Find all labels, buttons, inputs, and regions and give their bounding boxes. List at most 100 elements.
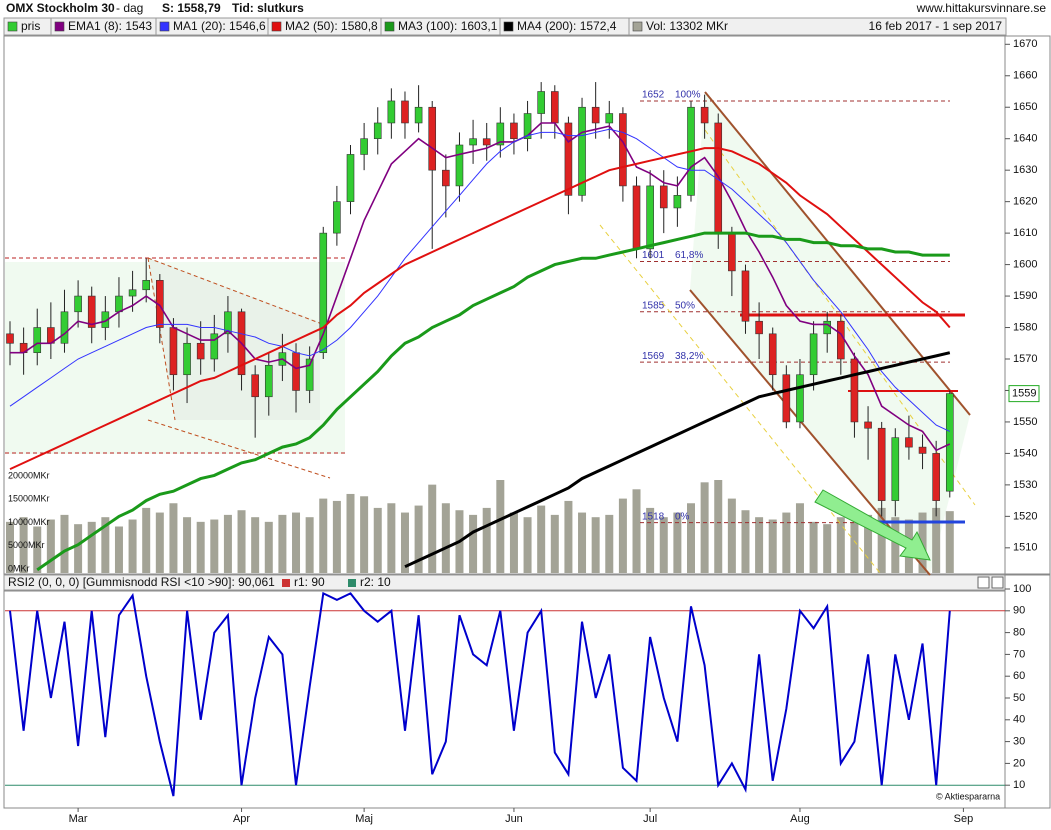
fib-label: 0%: [675, 511, 690, 522]
rsi-line: [9, 591, 951, 797]
candle-body: [550, 91, 559, 124]
candle-body: [414, 106, 423, 124]
y-tick-label: 1610: [1013, 227, 1037, 239]
fib-label: 50%: [675, 300, 695, 311]
fib-value: 1518: [642, 511, 665, 522]
volume-bar: [809, 521, 818, 573]
candle-body: [442, 169, 450, 187]
legend-label: r2: 10: [360, 575, 391, 589]
candle-body: [373, 122, 382, 140]
candle-body: [210, 333, 219, 360]
site: www.hittakursvinnare.se: [916, 1, 1047, 15]
candle-body: [755, 320, 763, 335]
legend-label: r1: 90: [294, 575, 325, 589]
candle-body: [87, 295, 96, 328]
candle-body: [837, 320, 845, 360]
candle-body: [728, 232, 736, 272]
candle-body: [578, 106, 586, 196]
volume-bar: [864, 514, 873, 573]
y-tick-label: 1530: [1013, 479, 1037, 491]
volume-bar: [850, 521, 859, 573]
volume-bar: [128, 519, 137, 573]
volume-bar: [632, 489, 641, 573]
icon[interactable]: [977, 576, 990, 589]
rsi-panel: [3, 590, 1007, 809]
volume-bar: [264, 521, 273, 573]
candle-body: [850, 358, 859, 423]
annotation-line: [599, 224, 881, 574]
volume-bar: [183, 517, 192, 573]
volume-bar: [305, 517, 314, 573]
y-tick-label: 1550: [1013, 416, 1037, 428]
candle-body: [251, 374, 259, 398]
interval: - dag: [116, 1, 143, 15]
volume-bar: [509, 512, 518, 573]
volume-bar: [74, 524, 83, 573]
footer: © Aktiespararna: [936, 791, 1000, 801]
candle-body: [796, 374, 804, 423]
rsi-title: RSI2 (0, 0, 0) [Gummisnodd RSI <10 >90]:…: [8, 575, 275, 589]
fib-value: 1652: [642, 90, 665, 101]
fib-value: 1569: [642, 351, 665, 362]
y-tick-label: 10: [1013, 779, 1025, 791]
candle-body: [891, 437, 900, 501]
candle-body: [346, 154, 355, 202]
volume-tick-label: 10000MKr: [8, 517, 50, 527]
candle-body: [646, 185, 654, 250]
volume-bar: [591, 517, 600, 573]
candle-body: [918, 446, 927, 454]
candle-body: [877, 427, 886, 501]
candle-body: [673, 195, 682, 209]
fib-label: 38,2%: [675, 351, 703, 362]
volume-bar: [114, 526, 123, 573]
volume-bar: [768, 519, 777, 573]
ma-line: [36, 231, 950, 572]
candle-body: [741, 270, 750, 322]
candle-body: [905, 437, 913, 448]
date-range: 16 feb 2017 - 1 sep 2017: [869, 19, 1003, 33]
volume-bar: [251, 517, 260, 573]
volume-bar: [795, 503, 804, 573]
candle-body: [945, 393, 954, 492]
volume-bar: [877, 507, 886, 573]
price: S: 1558,79: [162, 1, 221, 15]
y-tick-label: 1590: [1013, 290, 1037, 302]
legend-swatch: [159, 21, 170, 32]
candle-body: [619, 113, 627, 187]
candle-body: [74, 295, 82, 313]
y-tick-label: 1660: [1013, 70, 1037, 82]
legend-label: MA3 (100): 1603,1: [398, 19, 498, 33]
x-tick-label: Apr: [233, 813, 250, 825]
y-tick-label: 1670: [1013, 38, 1037, 50]
candle-body: [591, 106, 600, 124]
annotation-line: [147, 257, 323, 325]
volume-bar: [550, 514, 559, 573]
candle-body: [564, 122, 573, 196]
legend-label: Vol: 13302 MKr: [646, 19, 728, 33]
legend-swatch: [7, 21, 18, 32]
last-price: 1559: [1012, 388, 1036, 400]
volume-bar: [332, 500, 341, 573]
volume-bar: [33, 526, 42, 573]
candle-body: [455, 144, 464, 187]
annotation-line: [147, 257, 176, 421]
volume-bar: [360, 496, 369, 573]
y-tick-label: 1520: [1013, 510, 1037, 522]
legend-swatch: [282, 579, 290, 587]
volume-bar: [142, 507, 151, 573]
candle-body: [932, 453, 940, 501]
volume-bar: [714, 480, 723, 573]
last-price-box: [1008, 385, 1040, 403]
candle-body: [428, 106, 437, 171]
legend-swatch: [503, 21, 514, 32]
icon[interactable]: [991, 576, 1004, 589]
candle-body: [60, 311, 69, 344]
volume-bar: [346, 493, 355, 573]
volume-tick-label: 5000MKr: [8, 540, 45, 550]
candle-body: [809, 333, 818, 376]
candle-body: [510, 122, 518, 140]
candle-body: [128, 289, 137, 297]
volume-bar: [414, 505, 423, 573]
x-tick-label: Maj: [355, 813, 373, 825]
volume-bar: [373, 507, 382, 573]
